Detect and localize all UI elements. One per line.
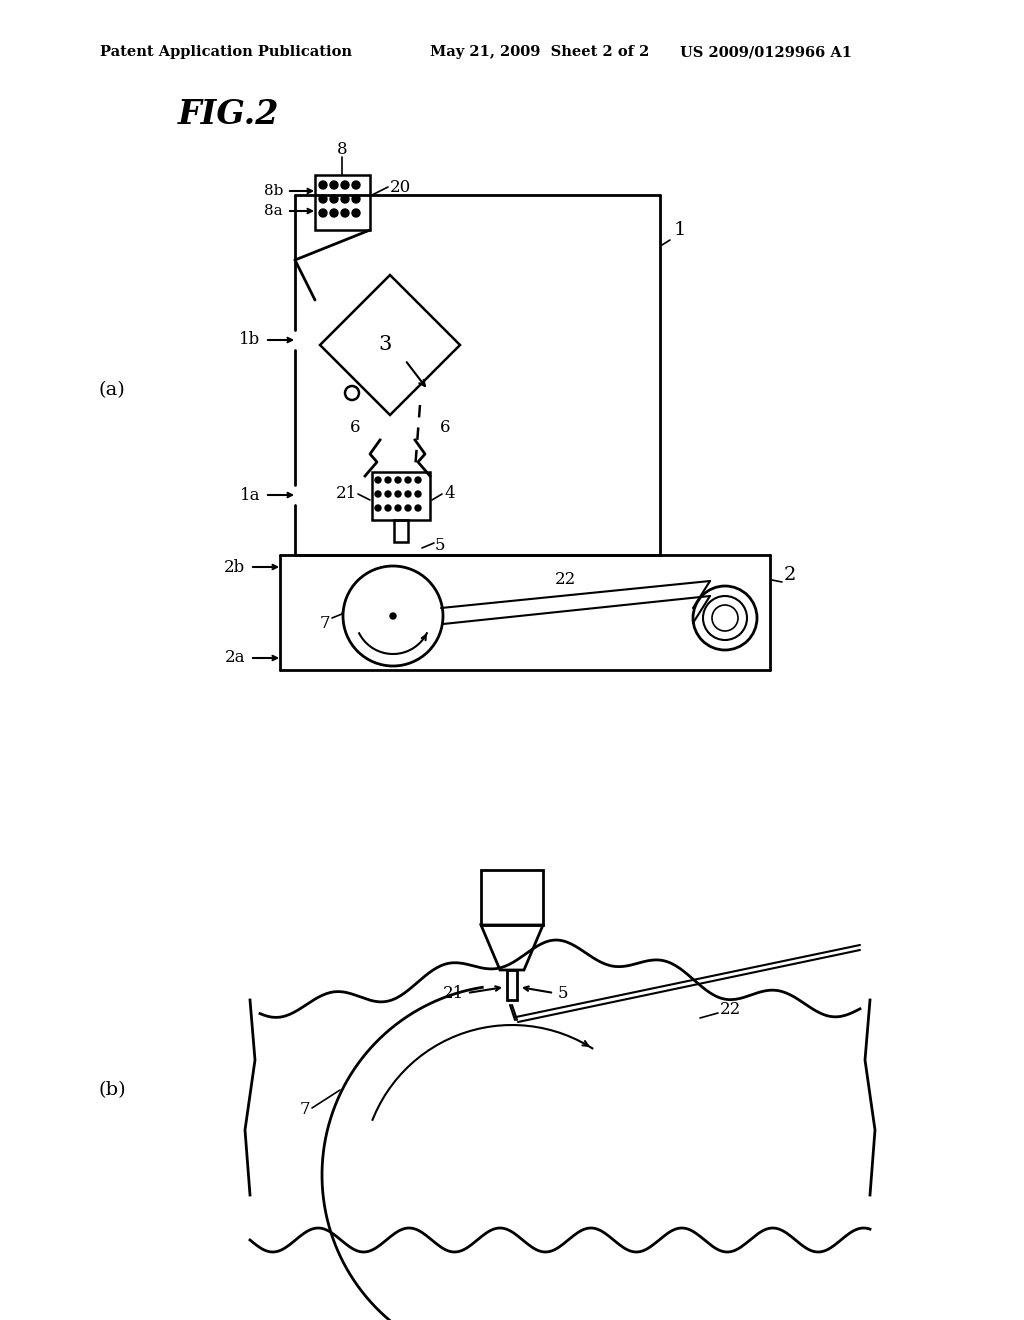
- Text: (a): (a): [98, 381, 125, 399]
- Text: 4: 4: [444, 486, 455, 503]
- Text: 7: 7: [299, 1101, 310, 1118]
- Text: 1b: 1b: [239, 331, 260, 348]
- Text: FIG.2: FIG.2: [178, 99, 280, 132]
- Circle shape: [352, 181, 360, 189]
- Circle shape: [406, 506, 411, 511]
- Text: 22: 22: [554, 572, 575, 589]
- Circle shape: [390, 612, 396, 619]
- Circle shape: [375, 491, 381, 498]
- Text: 6: 6: [439, 418, 451, 436]
- Circle shape: [319, 181, 327, 189]
- Text: 8b: 8b: [263, 183, 283, 198]
- Text: 6: 6: [350, 418, 360, 436]
- Text: 2b: 2b: [224, 558, 245, 576]
- Text: 21: 21: [442, 985, 464, 1002]
- Circle shape: [406, 477, 411, 483]
- Text: 3: 3: [378, 335, 392, 355]
- Text: 1: 1: [674, 220, 686, 239]
- Circle shape: [385, 477, 391, 483]
- Text: 5: 5: [435, 536, 445, 553]
- Circle shape: [385, 506, 391, 511]
- Circle shape: [330, 195, 338, 203]
- Text: US 2009/0129966 A1: US 2009/0129966 A1: [680, 45, 852, 59]
- Text: 1a: 1a: [240, 487, 260, 503]
- Text: 2a: 2a: [224, 649, 245, 667]
- Text: 2: 2: [783, 566, 797, 583]
- Text: May 21, 2009  Sheet 2 of 2: May 21, 2009 Sheet 2 of 2: [430, 45, 649, 59]
- Circle shape: [341, 181, 349, 189]
- Circle shape: [341, 195, 349, 203]
- Circle shape: [395, 477, 401, 483]
- Circle shape: [415, 477, 421, 483]
- Circle shape: [375, 506, 381, 511]
- Text: Patent Application Publication: Patent Application Publication: [100, 45, 352, 59]
- Circle shape: [330, 181, 338, 189]
- Text: 5: 5: [558, 985, 568, 1002]
- Text: 22: 22: [720, 1002, 741, 1019]
- Circle shape: [415, 506, 421, 511]
- Circle shape: [415, 491, 421, 498]
- Circle shape: [330, 209, 338, 216]
- Circle shape: [385, 491, 391, 498]
- Text: 21: 21: [336, 486, 357, 503]
- Circle shape: [406, 491, 411, 498]
- Circle shape: [375, 477, 381, 483]
- Text: 20: 20: [390, 178, 412, 195]
- Circle shape: [341, 209, 349, 216]
- Circle shape: [352, 209, 360, 216]
- Text: 7: 7: [319, 615, 330, 631]
- Text: (b): (b): [98, 1081, 126, 1100]
- Circle shape: [352, 195, 360, 203]
- Circle shape: [319, 209, 327, 216]
- Circle shape: [395, 506, 401, 511]
- Circle shape: [395, 491, 401, 498]
- Text: 8: 8: [337, 141, 347, 158]
- Text: 8a: 8a: [264, 205, 283, 218]
- Circle shape: [319, 195, 327, 203]
